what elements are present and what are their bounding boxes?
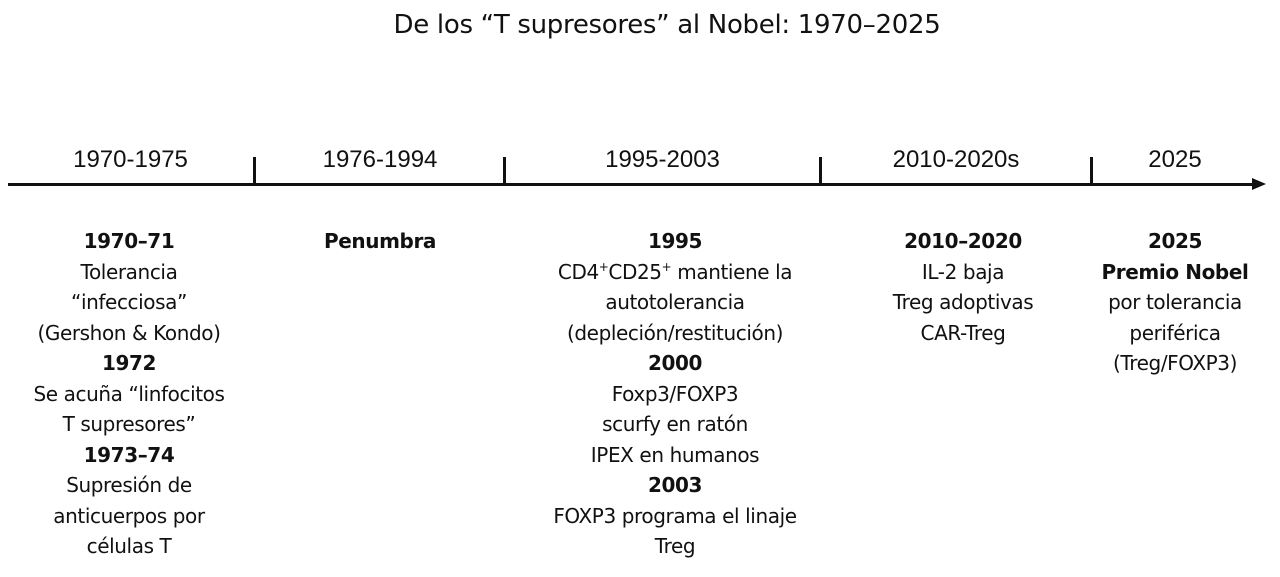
event-text: “infecciosa” (71, 290, 187, 314)
event-year: 1972 (101, 351, 157, 375)
event-text: (depleción/restitución) (566, 320, 784, 345)
event-text: Treg adoptivas (892, 290, 1034, 314)
event-year: 2025 (1147, 229, 1203, 253)
event-text: FOXP3 programa el linaje (553, 503, 797, 528)
period-label-1995-2003: 1995-2003 (605, 146, 720, 173)
timeline-axis (8, 183, 1258, 186)
event-text: (Treg/FOXP3) (1112, 351, 1238, 375)
column-1995-2003: 1995 CD4+CD25+ mantiene la autotoleranci… (520, 226, 830, 562)
event-text: células T (86, 534, 172, 558)
timeline-tick (253, 157, 256, 185)
event-text: T supresores” (62, 412, 196, 436)
event-year: 2000 (647, 351, 703, 375)
marker-cd4: CD4 (557, 259, 599, 284)
period-label-1970-1975: 1970-1975 (73, 146, 188, 173)
event-text: autotolerancia (605, 290, 745, 314)
event-text: periférica (1129, 320, 1221, 345)
event-year: 2010–2020 (904, 229, 1022, 253)
event-year: 2003 (647, 473, 703, 497)
column-1970-1975: 1970–71 Tolerancia “infecciosa” (Gershon… (0, 226, 258, 562)
period-label-2010-2020s: 2010-2020s (892, 146, 1020, 173)
event-text: scurfy en ratón (602, 412, 748, 436)
event-year: 1970–71 (83, 229, 175, 253)
period-label-1976-1994: 1976-1994 (322, 146, 438, 173)
event-text: Treg (654, 534, 696, 558)
arrow-right-icon (1252, 178, 1266, 190)
event-text: Foxp3/FOXP3 (611, 381, 739, 406)
event-heading-penumbra: Penumbra (323, 229, 436, 253)
superscript-plus: + (661, 259, 672, 274)
superscript-plus: + (598, 259, 609, 274)
event-year: 1973–74 (83, 442, 175, 467)
event-text: IPEX en humanos (590, 442, 760, 467)
event-highlight-nobel: Premio Nobel (1101, 259, 1249, 284)
timeline-tick (503, 157, 506, 185)
timeline-tick (819, 157, 822, 185)
timeline-tick (1090, 157, 1093, 185)
diagram-title: De los “T supresores” al Nobel: 1970–202… (393, 10, 941, 40)
event-year: 1995 (647, 229, 703, 253)
event-text: Supresión de (66, 473, 192, 497)
period-label-2025: 2025 (1148, 146, 1202, 173)
event-text: Se acuña “linfocitos (33, 381, 225, 406)
column-2010-2020s: 2010–2020 IL-2 baja Treg adoptivas CAR-T… (860, 226, 1066, 348)
event-text: mantiene la (671, 259, 793, 284)
event-text: IL-2 baja (921, 259, 1005, 284)
event-text: CAR-Treg (920, 320, 1006, 345)
column-1976-1994: Penumbra (280, 226, 480, 257)
event-text: (Gershon & Kondo) (37, 320, 221, 345)
event-text: Tolerancia (80, 259, 178, 284)
event-text: anticuerpos por (53, 503, 205, 528)
event-text-cd4-cd25: CD4+CD25+ mantiene la (520, 257, 830, 288)
marker-cd25: CD25 (608, 259, 662, 284)
column-2025: 2025 Premio Nobel por tolerancia perifér… (1086, 226, 1264, 379)
event-text: por tolerancia (1108, 290, 1242, 314)
